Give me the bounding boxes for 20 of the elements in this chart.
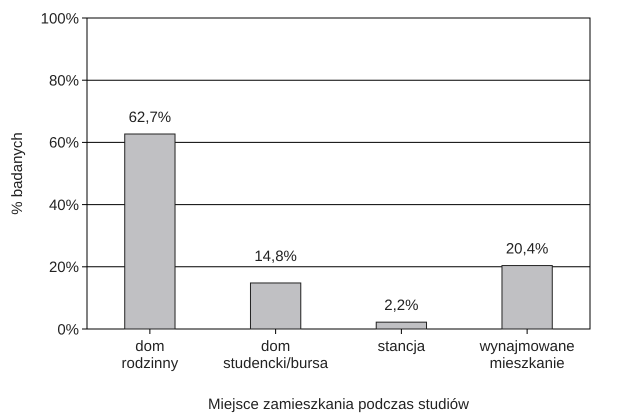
- y-tick-label: 60%: [48, 134, 79, 152]
- bar: [501, 265, 553, 330]
- data-label: 62,7%: [128, 109, 172, 126]
- x-axis-title: Miejsce zamieszkania podczas studiów: [208, 396, 470, 413]
- x-tick-label: wynajmowane mieszkanie: [478, 338, 575, 372]
- bar: [124, 134, 176, 330]
- y-tick-label: 20%: [48, 259, 79, 276]
- x-tick-label: dom rodzinny: [122, 338, 179, 372]
- data-label: 20,4%: [506, 240, 548, 258]
- y-tick-label: 40%: [48, 196, 79, 214]
- y-tick-label: 100%: [40, 10, 79, 28]
- bar: [250, 282, 302, 330]
- data-label: 14,8%: [254, 248, 297, 265]
- x-tick-label: dom studencki/bursa: [223, 338, 329, 372]
- y-tick-label: 0%: [57, 321, 79, 338]
- y-axis-title: % badanych: [9, 132, 26, 215]
- bar: [376, 322, 428, 330]
- y-tick-label: 80%: [48, 72, 79, 90]
- data-label: 2,2%: [384, 297, 418, 314]
- x-tick-label: stancja: [378, 338, 426, 355]
